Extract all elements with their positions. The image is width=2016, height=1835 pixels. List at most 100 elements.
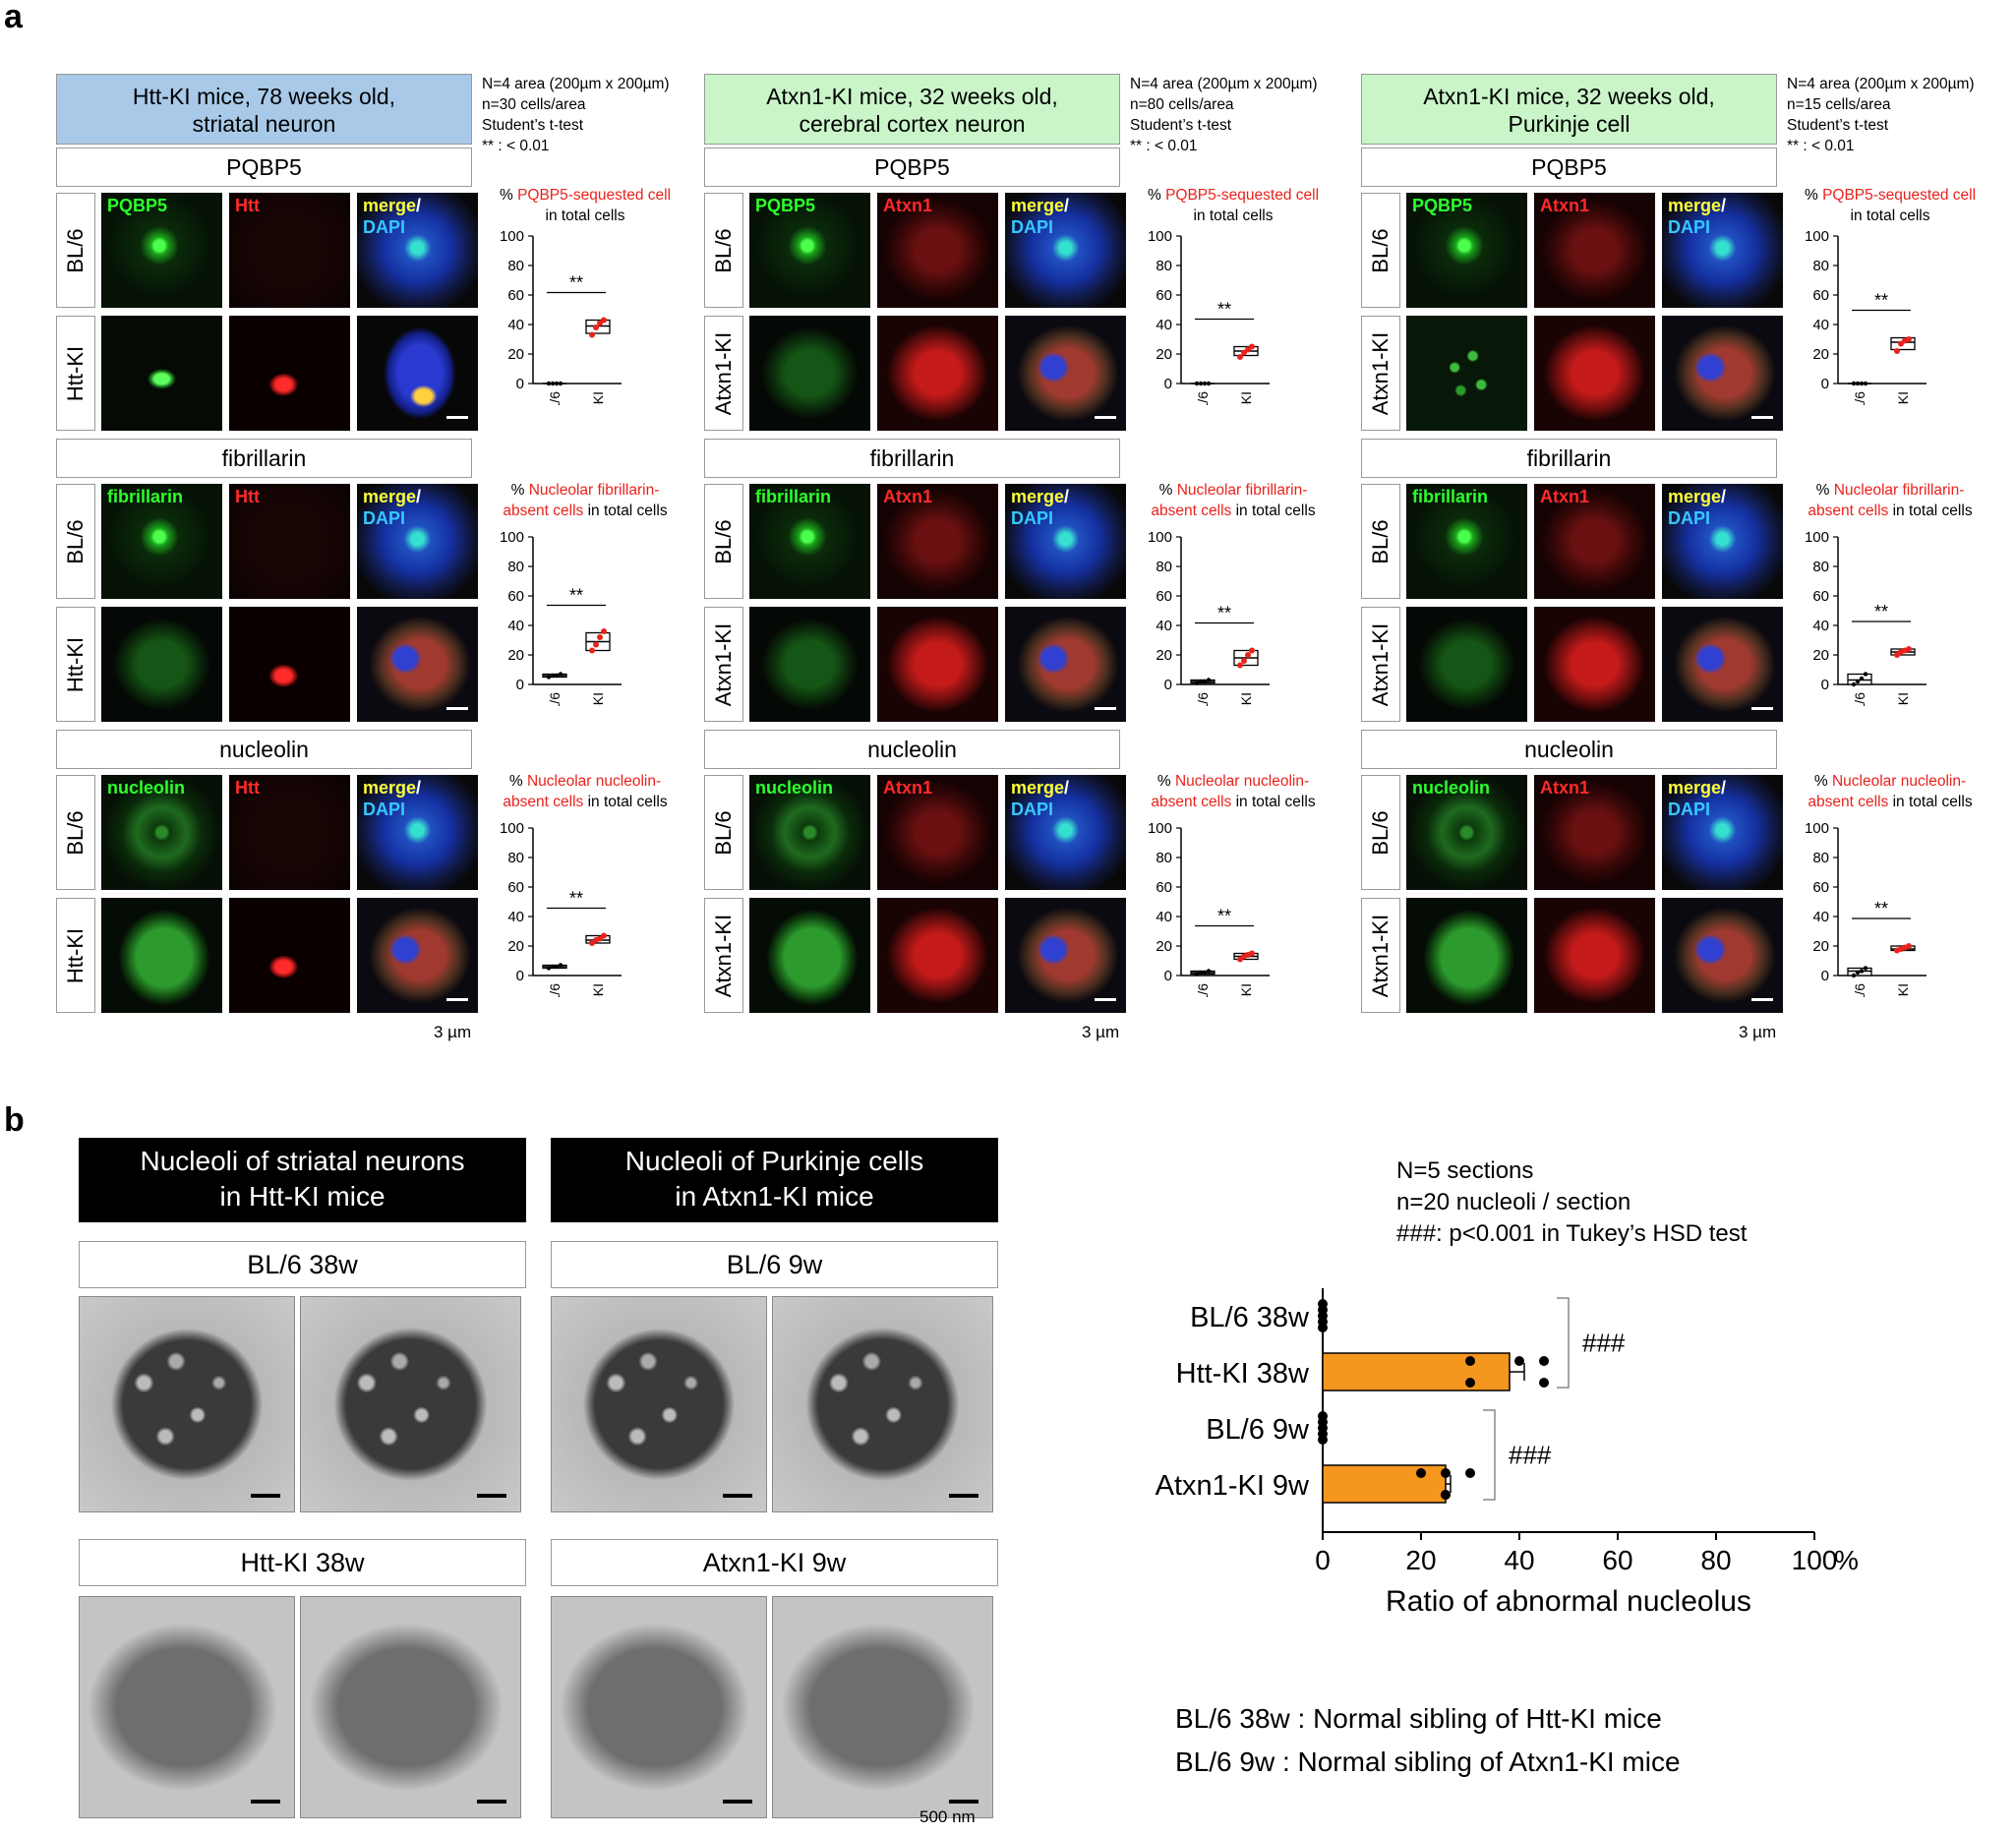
significance-label: ### (1582, 1329, 1626, 1358)
micrograph-red-bl: Atxn1 (877, 484, 998, 599)
x-axis-label: Ratio of abnormal nucleolus (1386, 1585, 1751, 1618)
plot-title-highlight2: absent cells (1151, 503, 1232, 519)
micrograph-merge-ki (1662, 898, 1783, 1013)
channel-label-red: Atxn1 (1540, 196, 1590, 215)
data-point-ki (593, 325, 599, 330)
stats-note-line: N=4 area (200µm x 200µm) (482, 76, 670, 92)
stats-note-line: ** : < 0.01 (1130, 138, 1198, 154)
group-header-line2: striatal neuron (192, 111, 336, 137)
em-image-mutant (551, 1596, 767, 1818)
data-point-ki (1249, 647, 1255, 654)
data-point-bl (1194, 381, 1200, 386)
em-image-normal (772, 1296, 993, 1512)
stats-notes: N=4 area (200µm x 200µm) n=80 cells/area S… (1130, 74, 1318, 156)
box-plot: 0 20 40 60 80 100 BL/6 Htt-KI ** (500, 529, 622, 706)
micrograph-merge-bl: merge/ DAPI (1662, 193, 1783, 308)
x-tick-label-group: Htt-KI (590, 391, 606, 405)
y-tick-label: 0 (1164, 677, 1172, 693)
plot-title: % PQBP5-sequested cell in total cells (1777, 185, 2003, 226)
x-tick-label-group: BL/6 (1852, 983, 1868, 997)
y-tick-label: 20 (1156, 938, 1172, 955)
plot-title: % Nucleolar nucleolin-absent cells in to… (472, 771, 698, 812)
y-tick-label: 100 (1148, 228, 1172, 245)
y-tick-label: 0 (1821, 376, 1829, 392)
micrograph-red-bl: Atxn1 (877, 775, 998, 890)
marker-label-0: PQBP5 (704, 148, 1120, 187)
row-label-bl6: BL/6 (1361, 484, 1400, 599)
plot-title-highlight2: absent cells (1808, 794, 1889, 810)
micrograph-red-bl: Htt (229, 484, 350, 599)
merge-slash: / (1721, 778, 1727, 798)
row-label-bl6: BL/6 (1361, 193, 1400, 308)
micrograph-merge-bl: merge/ DAPI (357, 193, 478, 308)
data-point-ki (601, 932, 607, 939)
row-label-bl6: BL/6 (704, 775, 743, 890)
scale-bar (1751, 998, 1773, 1001)
data-point-bl (546, 966, 552, 971)
em-header-line2: in Htt-KI mice (219, 1181, 385, 1212)
em-scale-bar (723, 1800, 752, 1804)
plot-title: % Nucleolar fibrillarin-absent cells in … (1777, 480, 2003, 521)
plot-title-prefix: % (1156, 773, 1175, 790)
plot-title-prefix: % (508, 773, 527, 790)
data-point-bl (1855, 679, 1861, 684)
x-tick-label-group: BL/6 (1852, 692, 1868, 706)
data-point (1416, 1468, 1426, 1478)
plot-title-suffix: in total cells (583, 794, 668, 810)
em-header-line1: Nucleoli of Purkinje cells (624, 1146, 924, 1176)
y-tick-label: 80 (1812, 850, 1829, 866)
y-tick-label: 0 (1164, 968, 1172, 984)
y-tick-label: 80 (507, 559, 524, 575)
em-header-line1: Nucleoli of striatal neurons (140, 1146, 465, 1176)
x-tick-label: 100 (1792, 1545, 1838, 1575)
x-tick-label: BL/6 (1195, 983, 1211, 997)
data-point-bl (554, 964, 560, 970)
data-point-ki (1245, 652, 1251, 658)
plot-title-suffix: in total cells (1850, 207, 1930, 224)
micrograph-red-ki (229, 607, 350, 722)
plot-title-highlight2: absent cells (503, 794, 584, 810)
channel-label-green: PQBP5 (1412, 196, 1473, 215)
channel-label-merge: merge/ DAPI (363, 486, 421, 529)
y-tick-label: 80 (1812, 559, 1829, 575)
y-tick-label: 40 (1156, 317, 1172, 333)
row-label-text: Atxn1-KI (711, 331, 736, 415)
data-point (1465, 1378, 1475, 1388)
chart-note-line: ###: p<0.001 in Tukey’s HSD test (1396, 1220, 1748, 1247)
plot-title-highlight: Nucleolar fibrillarin- (1176, 482, 1308, 499)
x-tick-label-group: BL/6 (1195, 391, 1211, 405)
data-point-ki (589, 331, 595, 338)
micrograph-merge-ki (357, 898, 478, 1013)
em-image-normal (79, 1296, 295, 1512)
group-header-line1: Atxn1-KI mice, 32 weeks old, (1423, 84, 1715, 109)
micrograph-green-ki (101, 607, 222, 722)
plot-title-highlight: Nucleolar nucleolin- (1831, 773, 1967, 790)
row-label-ki: Htt-KI (56, 316, 95, 431)
plot-title-prefix: % (1804, 187, 1823, 204)
x-tick-label: BL/6 (547, 391, 563, 405)
x-tick-label: Atxn1-KI (1895, 692, 1911, 706)
chart-note-line: n=20 nucleoli / section (1396, 1189, 1631, 1215)
channel-label-merge: merge/ DAPI (1011, 486, 1069, 529)
y-tick-label: 100 (1148, 529, 1172, 546)
data-point-ki (1894, 348, 1900, 354)
micrograph-green-ki (749, 316, 870, 431)
micrograph-green-bl: fibrillarin (101, 484, 222, 599)
category-label: BL/6 38w (1190, 1302, 1310, 1333)
channel-label-merge: merge/ DAPI (1011, 777, 1069, 820)
y-tick-label: 60 (1812, 588, 1829, 605)
stats-note-line: Student’s t-test (1130, 117, 1232, 134)
bar (1322, 1352, 1511, 1391)
data-point-bl (554, 381, 560, 386)
y-tick-label: 100 (500, 228, 524, 245)
data-point-ki (1906, 336, 1912, 342)
row-label-ki: Htt-KI (56, 898, 95, 1013)
x-tick-label: Atxn1-KI (1895, 983, 1911, 997)
row-label-ki: Atxn1-KI (1361, 898, 1400, 1013)
box-plot: 0 20 40 60 80 100 BL/6 Atxn1-KI ** (1805, 228, 1927, 405)
data-point-bl (1202, 381, 1208, 386)
micrograph-red-bl: Atxn1 (1534, 484, 1655, 599)
data-point-bl (546, 381, 552, 386)
legend-line: BL/6 9w : Normal sibling of Atxn1-KI mic… (1175, 1746, 1681, 1777)
micrograph-merge-bl: merge/ DAPI (1662, 775, 1783, 890)
